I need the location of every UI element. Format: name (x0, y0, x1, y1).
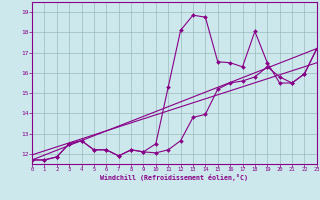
X-axis label: Windchill (Refroidissement éolien,°C): Windchill (Refroidissement éolien,°C) (100, 174, 248, 181)
